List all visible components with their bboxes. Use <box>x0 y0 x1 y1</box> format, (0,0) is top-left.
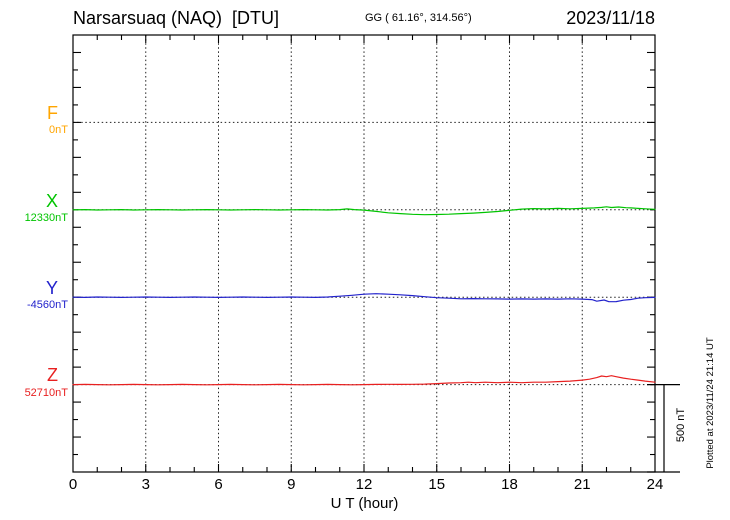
gridlines <box>145 35 583 472</box>
x-tick-label: 12 <box>355 476 373 493</box>
x-tick-label: 3 <box>141 476 150 493</box>
trace-z <box>72 375 656 386</box>
scale-bar-label: 500 nT <box>675 407 687 443</box>
axis-ticks <box>73 35 655 472</box>
scale-bar <box>647 384 680 473</box>
trace-x <box>72 206 656 216</box>
channel-baseline-f: 0nT <box>49 124 68 136</box>
plotted-at-label: Plotted at 2023/11/24 21:14 UT <box>705 337 716 469</box>
x-axis-title: U T (hour) <box>330 495 399 512</box>
geographic-coordinates-label: GG ( 61.16°, 314.56°) <box>365 12 472 24</box>
x-tick-label: 24 <box>646 476 664 493</box>
date-label: 2023/11/18 <box>566 8 655 28</box>
channel-baseline-x: 12330nT <box>24 212 68 224</box>
channel-label-f: F <box>47 103 58 123</box>
channel-baseline-y: -4560nT <box>27 299 68 311</box>
trace-y <box>72 293 656 303</box>
baseline-dotted-lines <box>73 121 655 386</box>
x-tick-label: 6 <box>214 476 223 493</box>
channel-label-x: X <box>45 191 58 211</box>
x-tick-label: 15 <box>428 476 446 493</box>
channel-label-y: Y <box>45 278 58 298</box>
channel-traces <box>72 206 656 386</box>
channel-baseline-z: 52710nT <box>24 387 68 399</box>
x-tick-label: 0 <box>68 476 78 493</box>
x-tick-label: 9 <box>287 476 296 493</box>
station-title: Narsarsuaq (NAQ) [DTU] <box>73 8 280 28</box>
x-tick-label: 18 <box>501 476 518 493</box>
x-tick-label: 21 <box>573 476 591 493</box>
channel-label-z: Z <box>47 365 58 385</box>
